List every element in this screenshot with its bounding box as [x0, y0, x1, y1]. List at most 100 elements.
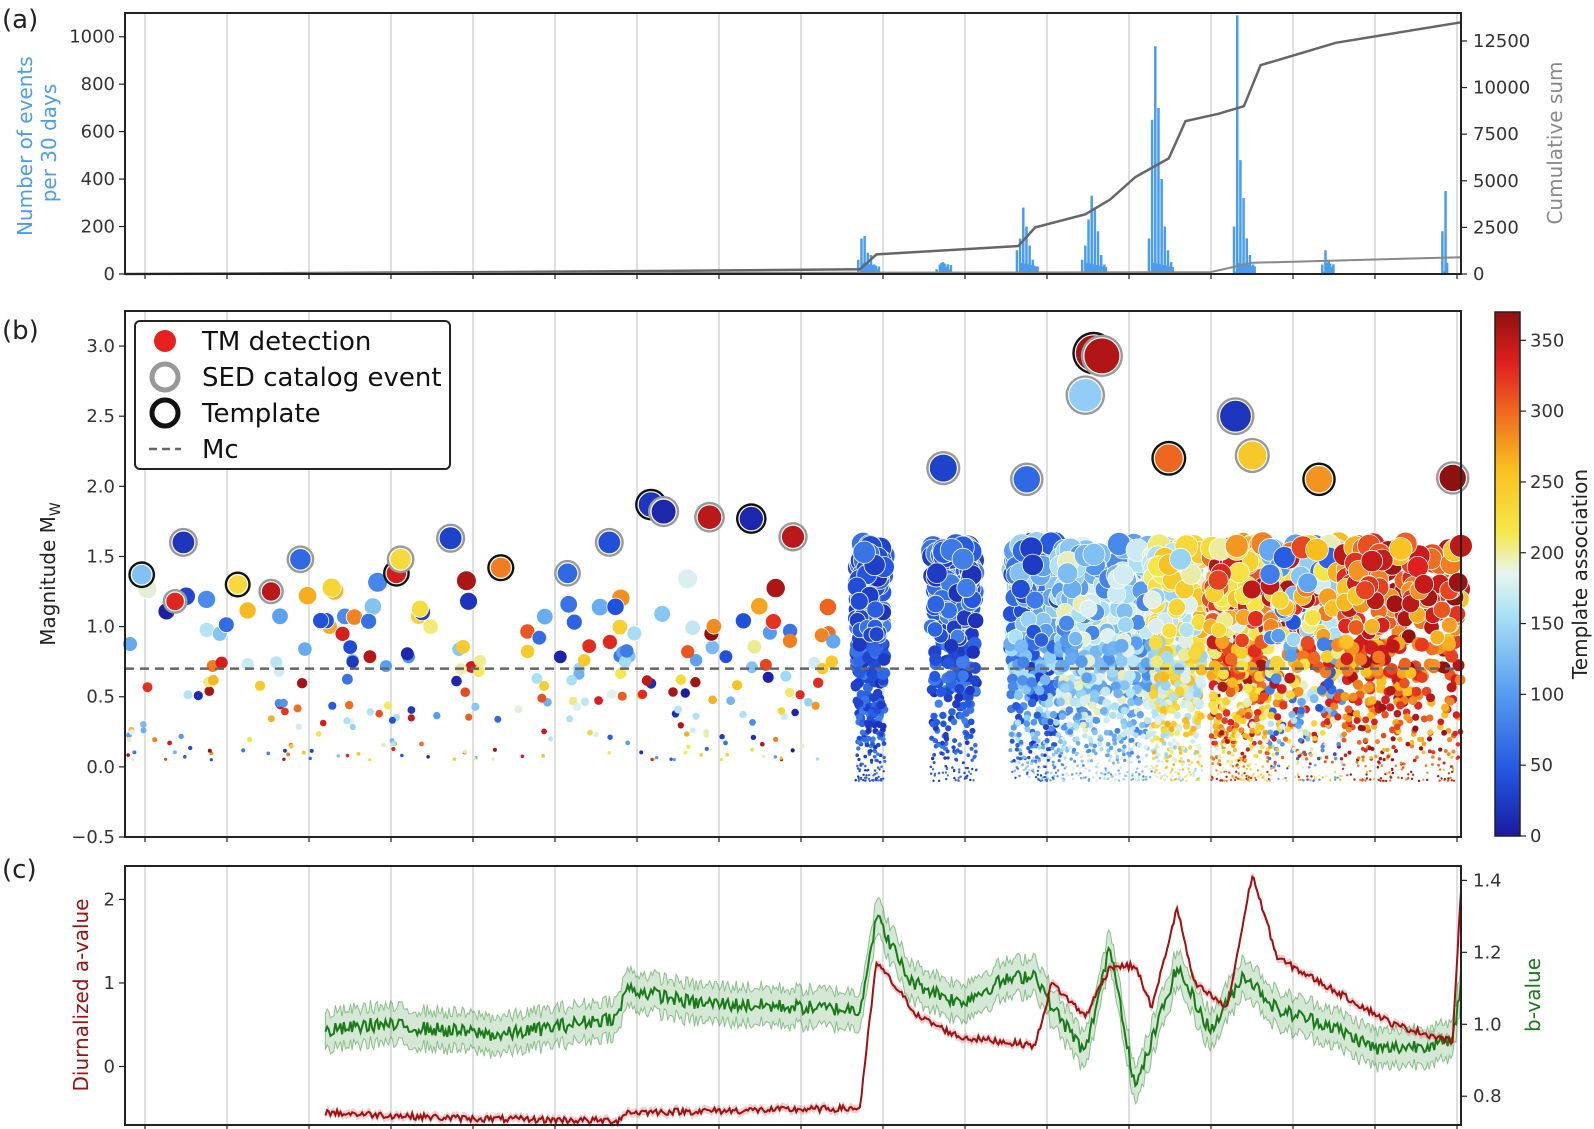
- event-point: [1349, 773, 1353, 776]
- event-point: [1053, 774, 1056, 778]
- event-point: [1178, 621, 1195, 638]
- event-point: [1282, 736, 1289, 742]
- event-point: [1064, 652, 1078, 666]
- event-point: [1381, 779, 1385, 782]
- event-point: [1155, 768, 1158, 772]
- event-point: [1184, 691, 1194, 701]
- y2-tick-label: 1.4: [1473, 870, 1502, 891]
- event-point: [1136, 767, 1139, 770]
- event-point: [1224, 739, 1230, 744]
- event-point: [489, 556, 512, 579]
- event-point: [1151, 750, 1156, 755]
- event-point: [680, 688, 690, 698]
- event-point: [1455, 742, 1461, 747]
- event-point: [1150, 730, 1157, 737]
- event-point: [761, 754, 766, 759]
- event-point: [944, 736, 950, 742]
- event-point: [1178, 634, 1193, 649]
- event-point: [1168, 754, 1172, 758]
- bar: [1147, 238, 1151, 274]
- event-point: [1036, 773, 1040, 776]
- event-point: [1400, 776, 1404, 780]
- bar: [1088, 263, 1092, 274]
- event-point: [400, 753, 404, 758]
- event-point: [865, 727, 872, 734]
- event-point: [1280, 741, 1285, 747]
- event-point: [171, 530, 196, 555]
- bar: [1234, 271, 1237, 274]
- event-point: [1122, 744, 1127, 749]
- event-point: [1010, 724, 1017, 731]
- event-point: [1015, 766, 1019, 769]
- y2-tick-label: 2500: [1473, 217, 1519, 238]
- event-point: [1378, 703, 1387, 712]
- event-point: [747, 639, 762, 654]
- event-point: [1017, 675, 1028, 686]
- event-point: [1081, 672, 1093, 684]
- event-point: [876, 752, 880, 757]
- event-point: [1312, 735, 1318, 742]
- event-point: [872, 778, 875, 782]
- event-point: [1043, 753, 1047, 758]
- event-point: [1224, 652, 1238, 666]
- bar: [1026, 264, 1030, 274]
- event-point: [1339, 634, 1354, 650]
- event-point: [1229, 763, 1232, 767]
- event-point: [1442, 768, 1445, 771]
- event-point: [1051, 763, 1055, 767]
- event-point: [255, 680, 266, 692]
- event-point: [1308, 762, 1312, 766]
- event-point: [301, 750, 306, 755]
- event-point: [1096, 762, 1100, 766]
- event-point: [1381, 695, 1390, 705]
- event-point: [559, 595, 578, 614]
- event-point: [672, 758, 676, 762]
- event-point: [1051, 760, 1055, 764]
- event-point: [1227, 750, 1232, 755]
- event-point: [1015, 736, 1021, 742]
- event-point: [1297, 572, 1318, 594]
- bar: [1161, 264, 1165, 274]
- event-point: [227, 573, 249, 596]
- event-point: [1132, 775, 1136, 778]
- event-point: [1367, 696, 1377, 705]
- event-point: [1178, 768, 1182, 772]
- event-point: [1443, 777, 1447, 781]
- event-point: [1140, 756, 1144, 760]
- event-point: [1184, 700, 1193, 709]
- event-point: [1447, 737, 1453, 743]
- event-point: [573, 668, 585, 680]
- event-point: [1107, 759, 1112, 763]
- event-point: [1369, 769, 1372, 773]
- event-point: [1116, 761, 1120, 764]
- event-point: [1410, 777, 1414, 781]
- event-point: [782, 633, 798, 649]
- event-point: [1286, 690, 1296, 700]
- event-point: [958, 768, 961, 771]
- event-point: [1186, 773, 1190, 776]
- event-point: [1413, 574, 1435, 595]
- event-point: [142, 682, 153, 693]
- y-tick-label: 3.0: [86, 336, 115, 357]
- event-point: [1192, 773, 1196, 776]
- event-point: [1158, 772, 1161, 775]
- event-point: [866, 667, 878, 679]
- event-point: [928, 453, 959, 483]
- event-point: [866, 715, 874, 723]
- event-point: [1232, 776, 1236, 779]
- event-point: [1013, 769, 1016, 772]
- event-point: [957, 742, 962, 747]
- event-point: [1138, 772, 1141, 776]
- event-point: [1106, 748, 1111, 753]
- event-point: [1234, 758, 1239, 762]
- event-point: [1121, 723, 1128, 730]
- event-point: [1163, 773, 1167, 777]
- event-point: [875, 777, 878, 780]
- event-point: [1347, 619, 1365, 636]
- event-point: [286, 752, 290, 757]
- event-point: [472, 757, 477, 761]
- event-point: [140, 721, 147, 728]
- event-point: [765, 578, 786, 599]
- event-point: [957, 670, 969, 682]
- event-point: [1235, 770, 1238, 773]
